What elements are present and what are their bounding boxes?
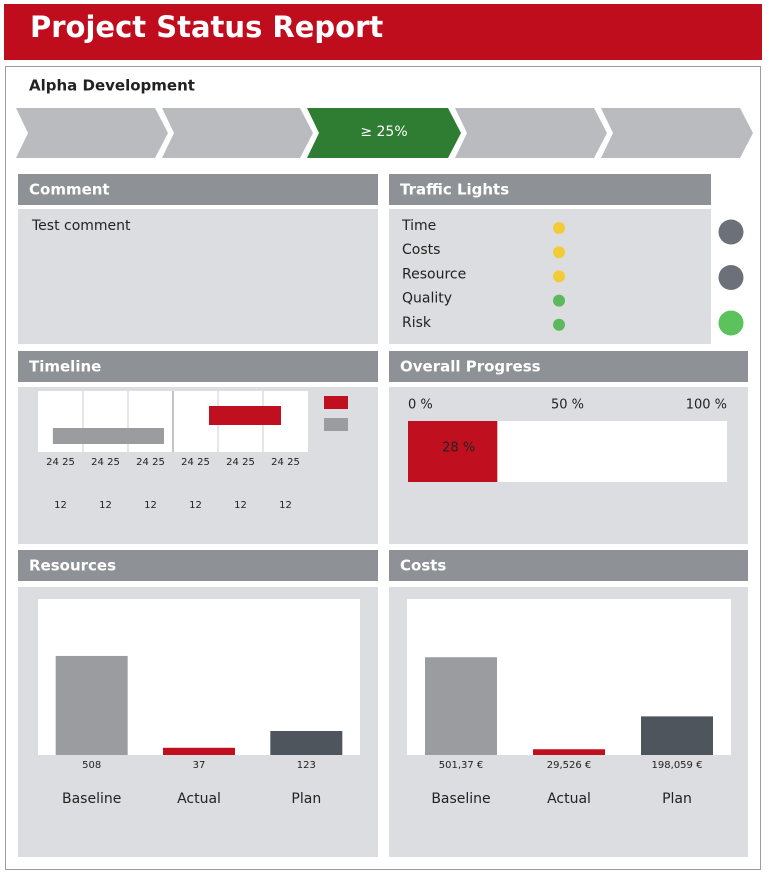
progress-tick-label: 50 % [551,398,584,413]
gantt-legend-swatch [324,418,348,431]
panel-header [389,174,711,205]
bar-value-label: 508 [82,760,101,771]
traffic-dot [553,222,565,234]
panel-title: Traffic Lights [400,181,509,199]
page-title: Project Status Report [30,10,383,44]
bar [163,747,235,755]
gantt-bar [209,406,281,425]
gantt-bar [52,428,164,444]
bar [641,716,713,755]
bar [533,749,605,755]
panel-header [18,351,378,382]
header-band [4,4,762,60]
panel-title: Costs [400,557,446,575]
gantt-column-bottom: 12 [279,500,292,511]
bar-category-label: Plan [291,791,321,807]
phase-step [16,108,168,158]
panel-body [18,209,378,344]
panel-title: Timeline [29,358,101,376]
bar-category-label: Actual [547,791,591,807]
phase-step [601,108,753,158]
panel-header [18,550,378,581]
gantt-column-bottom: 12 [144,500,157,511]
bar [425,657,497,755]
panel-title: Overall Progress [400,358,541,376]
bar-value-label: 198,059 € [652,760,703,771]
gantt-column-bottom: 12 [99,500,112,511]
traffic-label: Resource [402,266,466,282]
bar [270,731,343,755]
bar [55,655,128,755]
traffic-label: Quality [402,291,452,307]
bar-category-label: Baseline [62,791,121,807]
traffic-dot [553,270,565,283]
gantt-legend-swatch [324,396,348,409]
traffic-summary [718,310,744,336]
gantt-column-top: 24 25 [271,457,300,468]
gantt-column-top: 24 25 [91,457,120,468]
panel-header [389,351,748,382]
traffic-label: Costs [402,242,440,258]
panel-body [389,209,711,344]
phase-step-active [307,108,461,158]
bar-value-label: 501,37 € [439,760,484,771]
traffic-dot [553,246,565,259]
project-name: Alpha Development [29,77,195,95]
gantt-column-top: 24 25 [136,457,165,468]
phase-step [455,108,607,158]
traffic-summary [718,265,744,290]
progress-bar [408,421,498,482]
gantt-column-bottom: 12 [54,500,67,511]
panel-title: Resources [29,557,116,575]
bar-value-label: 37 [193,760,206,771]
phase-label: ≥ 25% [360,124,407,140]
bar-category-label: Baseline [431,791,490,807]
gantt-column-top: 24 25 [181,457,210,468]
bar-category-label: Plan [662,791,692,807]
panel-header [389,550,748,581]
comment-text: Test comment [31,218,131,234]
progress-tick-label: 0 % [408,398,433,413]
gantt-column-bottom: 12 [189,500,202,511]
gantt-column-top: 24 25 [226,457,255,468]
gantt-column-bottom: 12 [234,500,247,511]
progress-tick-label: 100 % [686,398,727,413]
traffic-summary [718,219,744,245]
phase-step [162,108,313,158]
traffic-label: Time [401,218,436,234]
traffic-dot [553,294,565,307]
bar-value-label: 29,526 € [547,760,592,771]
traffic-dot [553,318,565,331]
gantt-column-top: 24 25 [46,457,75,468]
panel-header [18,174,378,205]
panel-title: Comment [29,181,110,199]
progress-value-label: 28 % [442,441,475,456]
bar-category-label: Actual [177,791,221,807]
traffic-label: Risk [402,315,432,331]
bar-value-label: 123 [297,760,316,771]
